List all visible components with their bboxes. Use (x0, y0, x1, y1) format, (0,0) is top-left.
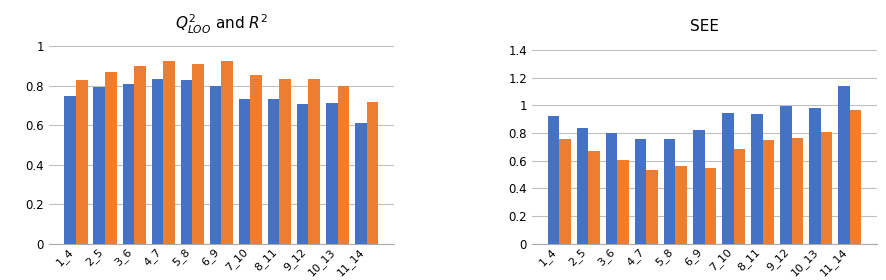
Bar (308, 79, 320, 244)
Bar (704, 168, 716, 244)
Bar (152, 79, 163, 244)
Bar (65, 95, 76, 244)
Bar (792, 138, 804, 244)
Bar (577, 128, 588, 244)
Bar (675, 165, 688, 244)
Bar (338, 86, 349, 244)
Bar (355, 123, 367, 244)
Bar (647, 170, 658, 244)
Bar (722, 113, 734, 244)
Bar (181, 80, 192, 244)
Bar (297, 104, 308, 244)
Bar (780, 106, 792, 244)
Bar (635, 139, 647, 244)
Bar (693, 130, 704, 244)
Bar (809, 108, 820, 244)
Bar (134, 66, 146, 244)
Bar (76, 80, 88, 244)
Bar (751, 114, 763, 244)
Bar (367, 102, 378, 244)
Title: SEE: SEE (690, 19, 719, 34)
Bar (279, 79, 291, 244)
Bar (163, 61, 175, 244)
Bar (820, 132, 832, 244)
Bar (238, 99, 251, 244)
Bar (94, 87, 105, 244)
Bar (192, 64, 204, 244)
Bar (105, 72, 117, 244)
Bar (326, 104, 338, 244)
Bar (734, 149, 745, 244)
Bar (122, 84, 134, 244)
Bar (251, 75, 262, 244)
Bar (838, 86, 850, 244)
Bar (222, 61, 233, 244)
Title: $Q^2_{LOO}$ and $R^2$: $Q^2_{LOO}$ and $R^2$ (175, 13, 268, 36)
Bar (606, 133, 618, 244)
Bar (618, 160, 629, 244)
Bar (850, 110, 861, 244)
Bar (588, 151, 600, 244)
Bar (548, 116, 559, 244)
Bar (210, 86, 222, 244)
Bar (763, 140, 774, 244)
Bar (559, 139, 571, 244)
Bar (268, 99, 279, 244)
Bar (664, 139, 675, 244)
